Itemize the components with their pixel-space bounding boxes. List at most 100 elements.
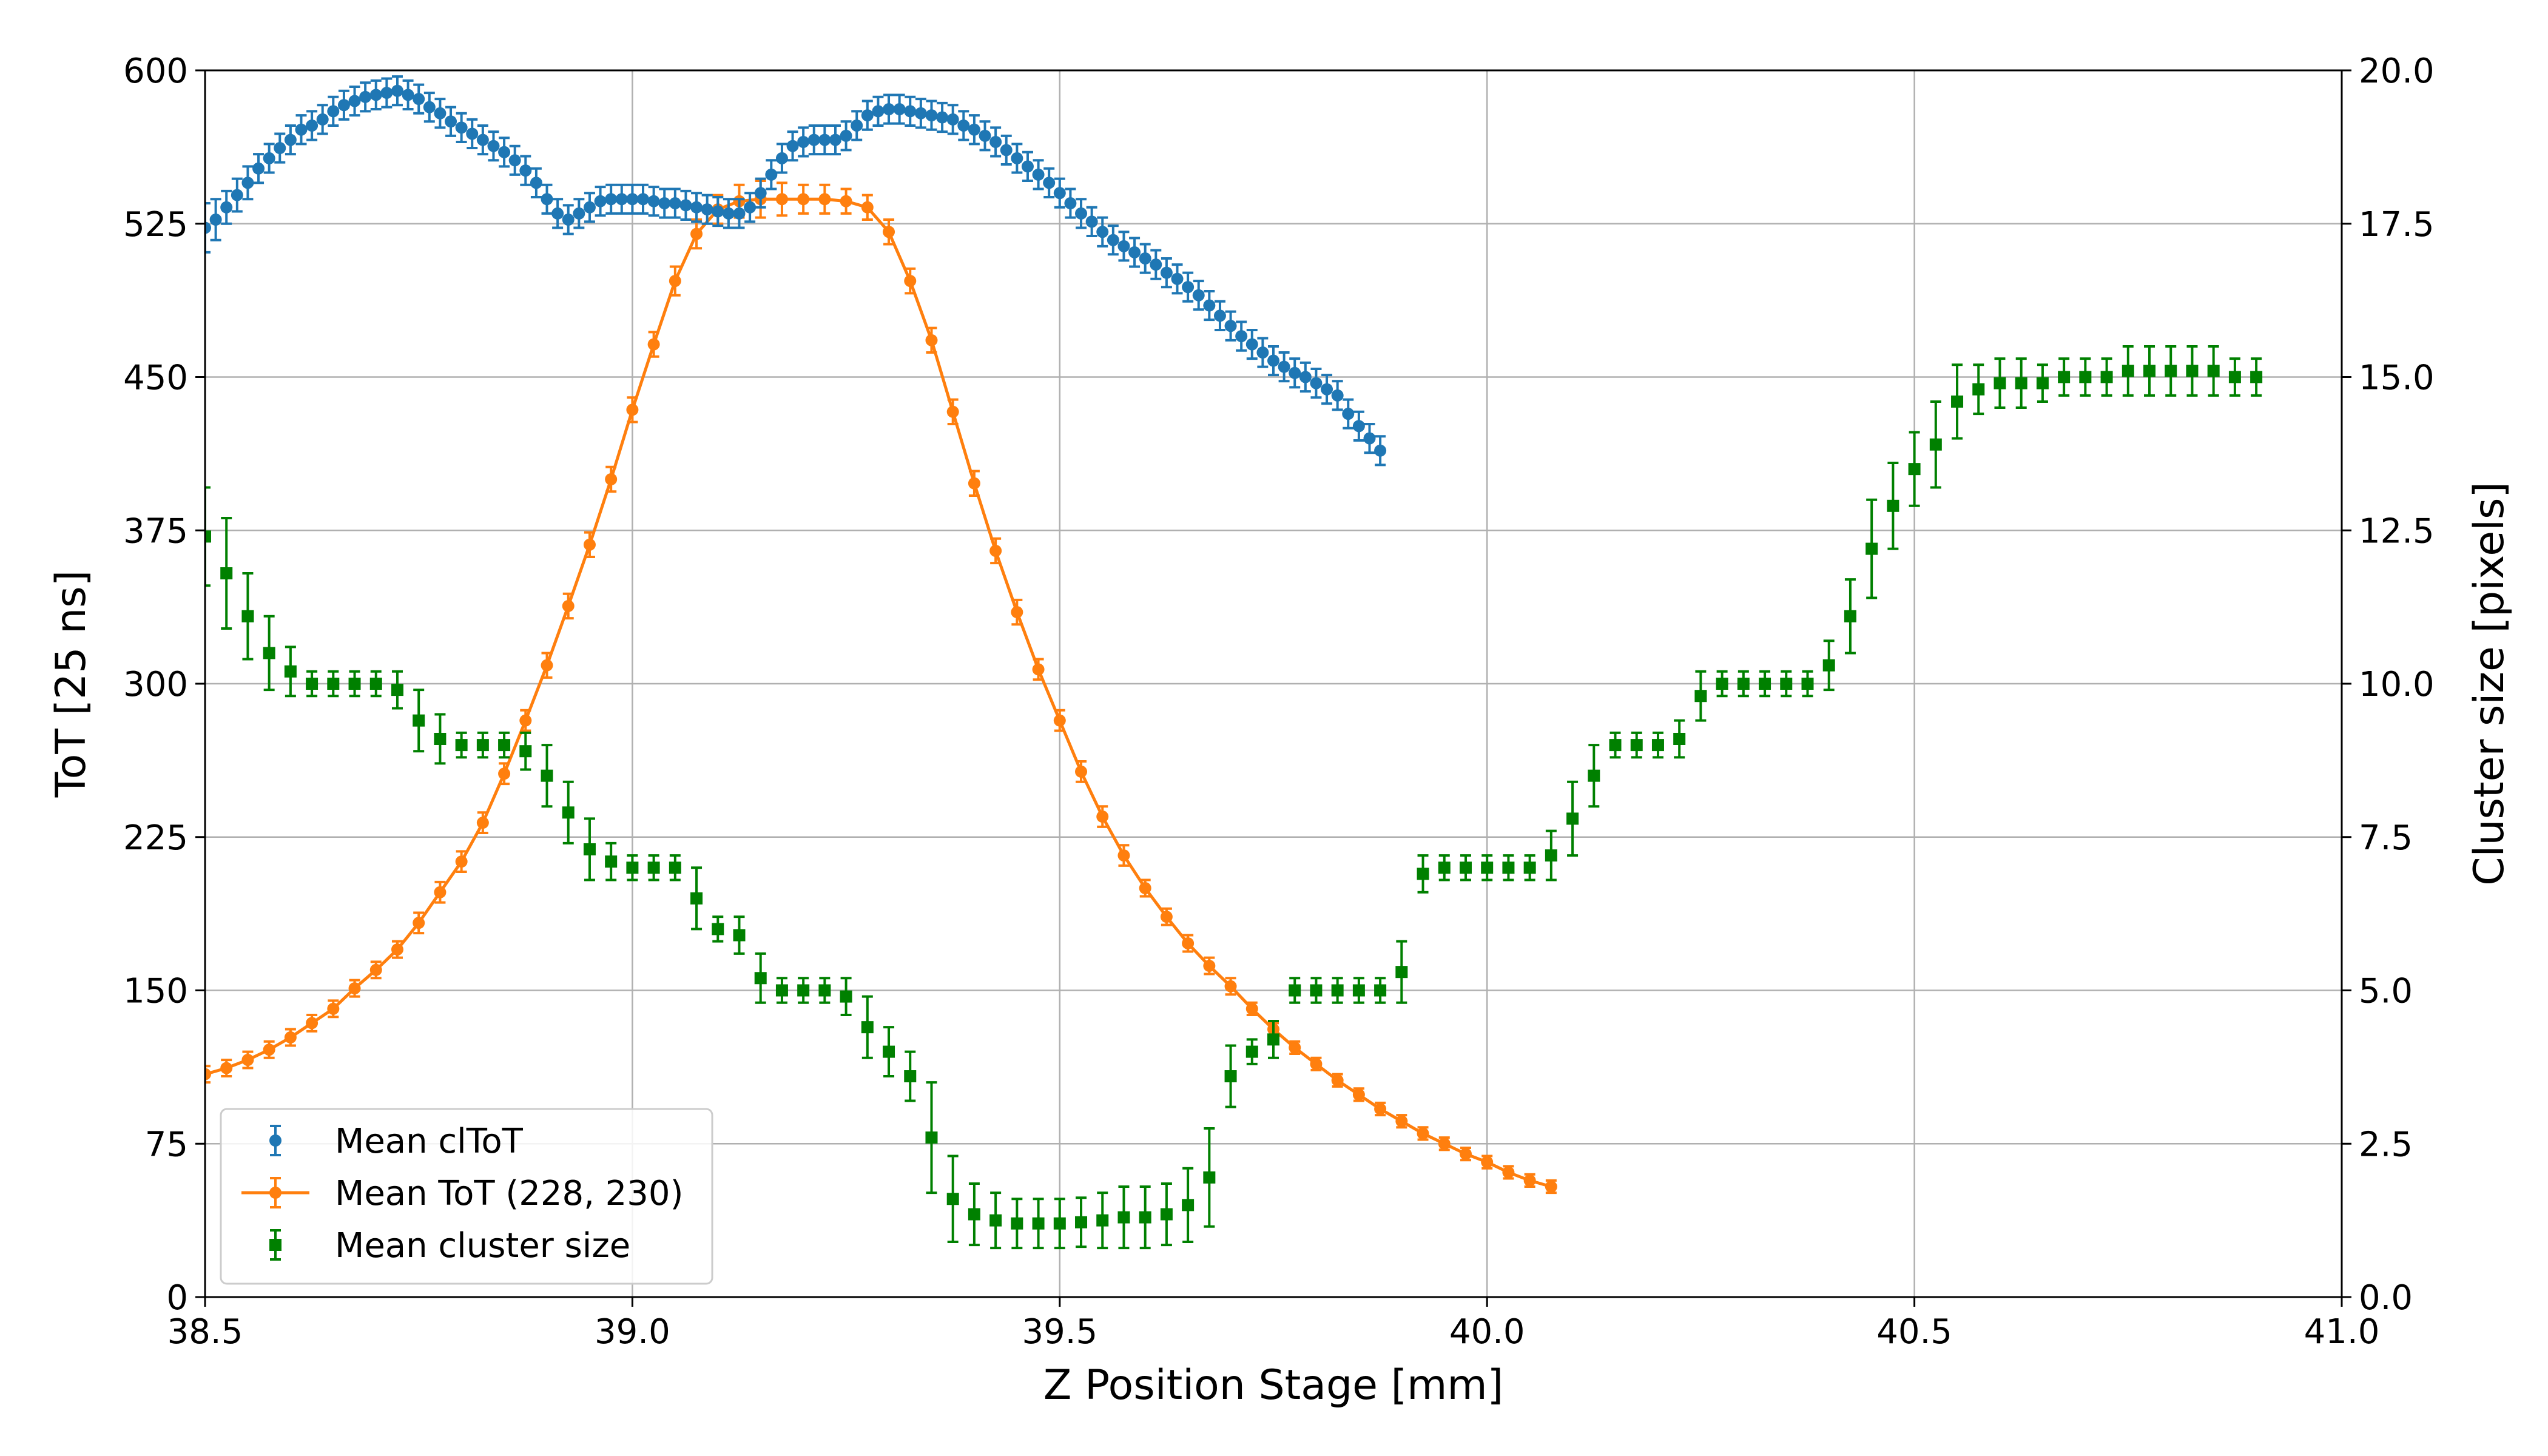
x-tick-label: 40.5 [1876,1312,1952,1352]
data-point [968,1208,980,1221]
data-point [1566,812,1579,825]
data-point [1994,377,2006,389]
data-point [1352,984,1365,997]
data-point [508,154,521,167]
data-point [1160,1208,1173,1221]
data-point [369,678,382,690]
data-point [274,142,286,155]
data-point [348,982,361,995]
data-point [306,119,318,132]
data-point [690,228,703,240]
data-point [327,1002,340,1015]
data-point [220,567,233,580]
data-point [241,1054,254,1067]
data-point [1171,272,1184,285]
data-point [1160,266,1173,279]
data-point [861,1021,874,1034]
x-tick-label: 39.0 [595,1312,670,1352]
y2-tick-label: 5.0 [2359,972,2413,1011]
data-point [925,334,938,346]
data-point [1481,1156,1494,1168]
data-point [1043,177,1056,189]
y2-tick-label: 20.0 [2359,52,2435,91]
data-point [840,195,852,207]
legend-box [220,1108,713,1285]
data-point [1085,215,1098,228]
data-point [519,164,532,177]
y-tick-label: 0 [166,1278,188,1318]
y2-tick-label: 15.0 [2359,359,2435,398]
data-point [957,119,970,132]
data-point [1053,187,1066,200]
data-point [1245,1045,1258,1058]
series-line [205,197,1552,1188]
data-point [829,133,841,146]
data-point [252,162,265,175]
data-point [818,984,831,997]
data-point [369,963,382,976]
data-point [2186,365,2199,377]
data-point [1011,152,1023,164]
data-point [1278,360,1290,373]
legend: Mean clToT Mean ToT (228, 230) Mean cluste… [220,1108,713,1285]
data-point [220,201,233,214]
y-tick-label: 225 [123,818,188,858]
data-point [1289,984,1301,997]
data-point [797,193,810,206]
data-point [530,177,542,189]
x-axis-label: Z Position Stage [mm] [1043,1361,1503,1409]
data-point [1213,309,1226,322]
data-point [337,99,350,112]
data-point [327,678,340,690]
data-point [733,207,746,220]
data-point [1224,320,1237,332]
data-point [1235,330,1248,343]
data-point [455,121,468,134]
data-point [1417,1127,1429,1140]
data-point [2079,371,2092,383]
data-point [205,530,211,543]
y-tick-label: 450 [123,359,188,398]
data-point [1182,1199,1195,1212]
data-point [306,1017,318,1030]
data-point [690,892,703,905]
y-tick-label: 525 [123,205,188,244]
data-point [284,665,297,678]
data-point [1908,463,1921,476]
data-point [1759,678,1771,690]
data-point [1651,739,1664,752]
data-point [434,107,447,120]
data-point [669,861,681,874]
data-point [1342,408,1355,420]
y2-tick-label: 2.5 [2359,1125,2413,1164]
data-point [1075,207,1088,220]
data-point [840,129,852,142]
data-point [519,714,532,727]
legend-marker [269,1239,281,1251]
data-point [1310,984,1323,997]
data-point [348,678,361,690]
data-point [1053,1217,1066,1230]
data-point [476,739,489,752]
data-point [380,87,393,99]
data-point [904,105,917,118]
data-point [1374,984,1387,997]
data-point [1203,1171,1216,1184]
data-point [413,714,425,727]
data-point [391,84,403,97]
data-point [205,221,211,234]
data-point [690,201,703,214]
data-point [573,207,585,220]
data-point [2122,365,2134,377]
data-point [562,806,575,819]
data-point [1139,1211,1151,1224]
data-point [1139,252,1151,265]
data-point [1951,395,1964,408]
data-point [1374,1102,1387,1115]
y2-axis-label: Cluster size [pixels] [2465,482,2513,886]
y2-tick-label: 7.5 [2359,818,2413,858]
data-point [241,610,254,622]
data-point [712,923,724,935]
data-point [722,207,735,220]
